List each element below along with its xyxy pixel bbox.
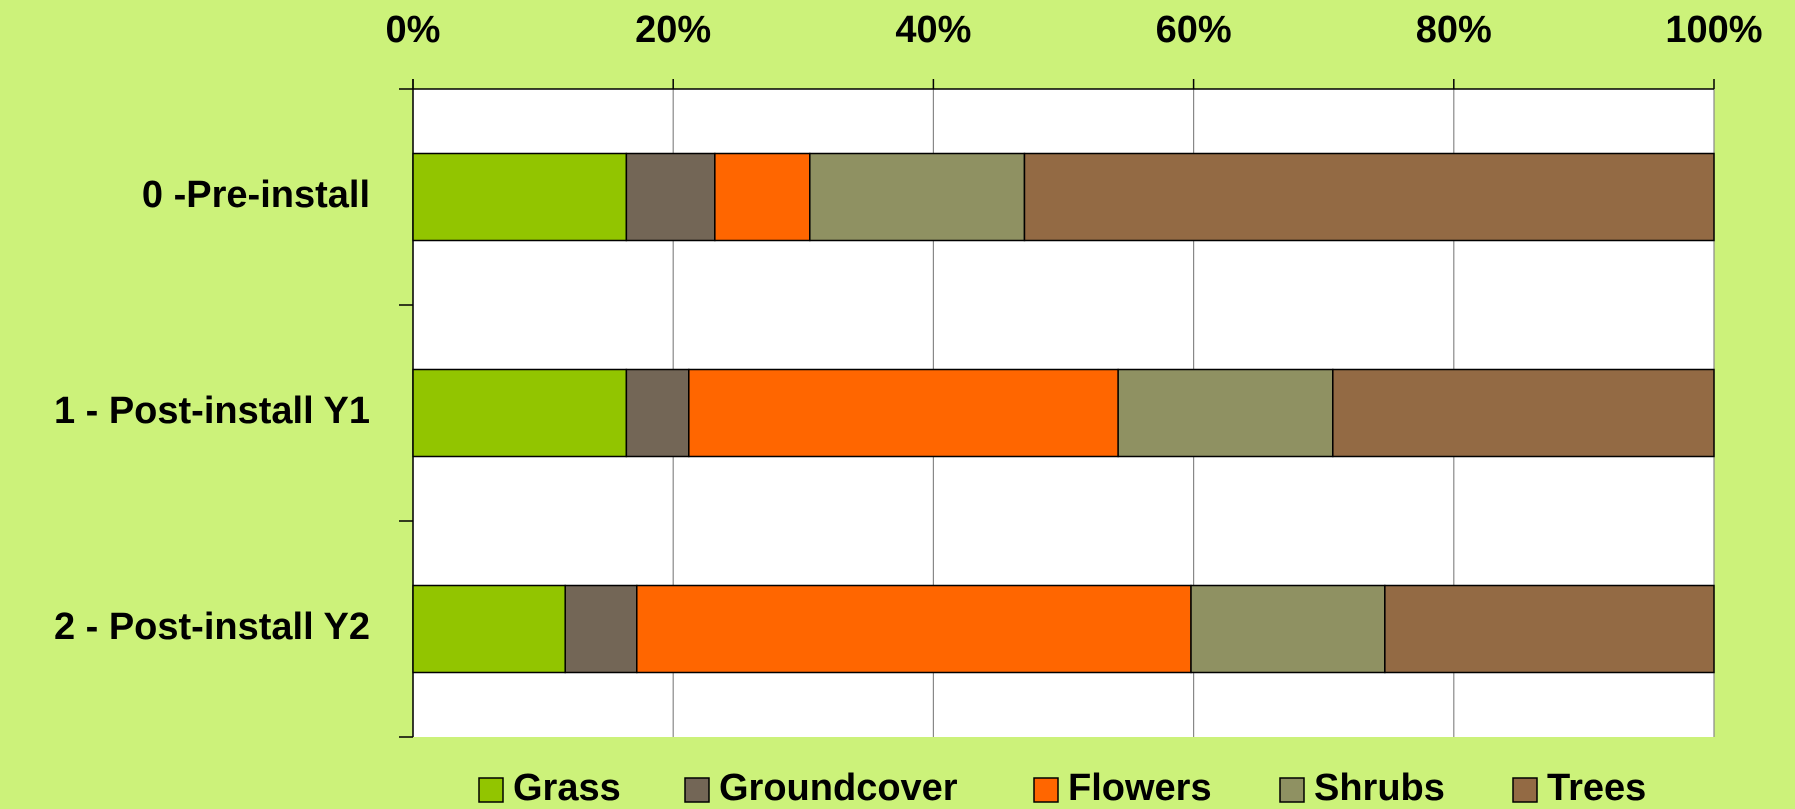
x-tick-label: 60%	[1156, 9, 1232, 51]
y-tick-label: 1 - Post-install Y1	[54, 390, 370, 432]
legend-swatch	[1279, 777, 1305, 803]
bar-segment	[1117, 368, 1334, 458]
legend-label: Trees	[1547, 767, 1646, 809]
x-tick-label: 80%	[1416, 9, 1492, 51]
x-tick-label: 20%	[635, 9, 711, 51]
bar-segment	[636, 584, 1192, 674]
legend-swatch	[1512, 777, 1538, 803]
bar-segment	[564, 584, 638, 674]
x-tick-label: 40%	[895, 9, 971, 51]
bar-segment	[688, 368, 1119, 458]
legend-swatch	[478, 777, 504, 803]
bar-segment	[809, 152, 1026, 242]
legend-label: Shrubs	[1314, 767, 1445, 809]
bar-segment	[1190, 584, 1386, 674]
bar-segment	[412, 368, 628, 458]
bar-segment	[412, 152, 628, 242]
bar-segment	[625, 152, 716, 242]
x-tick-label: 0%	[386, 9, 441, 51]
legend-swatch	[1033, 777, 1059, 803]
bar-segment	[1332, 368, 1715, 458]
legend-label: Flowers	[1068, 767, 1212, 809]
legend-label: Grass	[513, 767, 621, 809]
bar-segment	[1023, 152, 1715, 242]
x-tick-label: 100%	[1665, 9, 1762, 51]
legend-swatch	[684, 777, 710, 803]
legend-label: Groundcover	[719, 767, 958, 809]
bar-segment	[625, 368, 690, 458]
bar-segment	[714, 152, 811, 242]
bar-segment	[412, 584, 566, 674]
y-tick-label: 2 - Post-install Y2	[54, 606, 370, 648]
bar-segment	[1384, 584, 1715, 674]
y-tick-label: 0 -Pre-install	[142, 174, 370, 216]
